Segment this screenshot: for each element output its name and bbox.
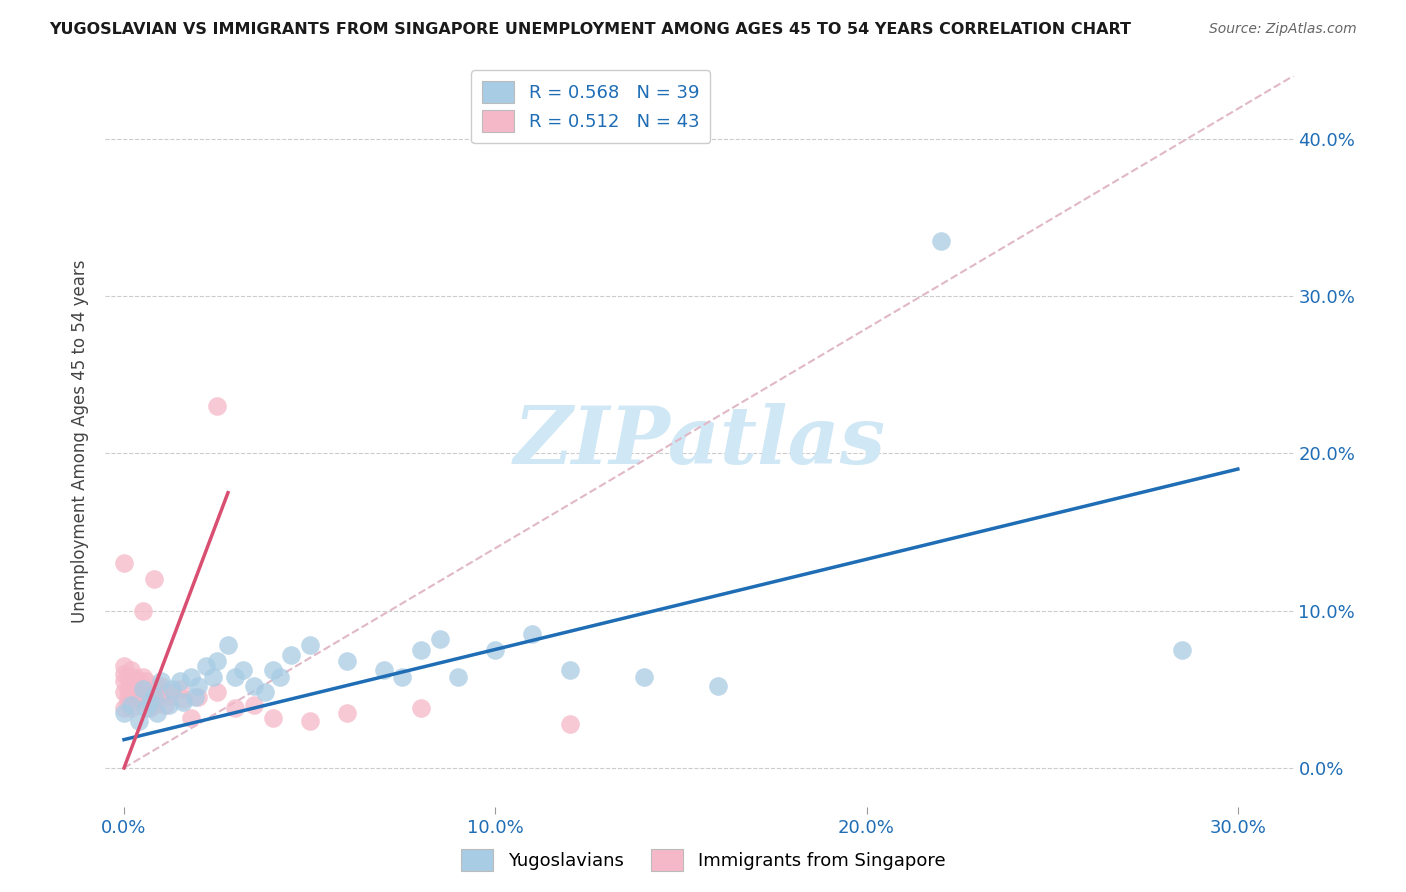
Point: [262, 664, 284, 678]
Point: [131, 682, 153, 697]
Point: [120, 698, 142, 712]
Point: [522, 627, 544, 641]
Point: [280, 648, 302, 662]
Point: [232, 664, 254, 678]
Point: [120, 679, 142, 693]
Point: [262, 710, 284, 724]
Point: [205, 654, 228, 668]
Point: [172, 691, 194, 706]
Point: [128, 714, 150, 728]
Point: [146, 706, 169, 720]
Point: [142, 689, 165, 703]
Point: [183, 690, 205, 705]
Point: [117, 670, 139, 684]
Point: [131, 670, 153, 684]
Point: [112, 685, 135, 699]
Y-axis label: Unemployment Among Ages 45 to 54 years: Unemployment Among Ages 45 to 54 years: [72, 260, 90, 624]
Point: [429, 632, 451, 646]
Point: [150, 674, 173, 689]
Point: [150, 679, 173, 693]
Point: [558, 717, 581, 731]
Point: [139, 695, 162, 709]
Point: [124, 685, 146, 699]
Legend: Yugoslavians, Immigrants from Singapore: Yugoslavians, Immigrants from Singapore: [454, 842, 952, 879]
Point: [447, 670, 470, 684]
Text: Source: ZipAtlas.com: Source: ZipAtlas.com: [1209, 22, 1357, 37]
Point: [157, 689, 180, 703]
Point: [117, 695, 139, 709]
Point: [707, 679, 730, 693]
Point: [146, 679, 169, 693]
Point: [373, 664, 395, 678]
Point: [269, 670, 291, 684]
Point: [112, 701, 135, 715]
Point: [558, 664, 581, 678]
Point: [112, 666, 135, 681]
Point: [150, 689, 173, 703]
Point: [142, 682, 165, 697]
Text: ZIPatlas: ZIPatlas: [513, 403, 886, 480]
Point: [120, 664, 142, 678]
Point: [112, 557, 135, 571]
Point: [929, 234, 952, 248]
Point: [180, 710, 202, 724]
Point: [135, 690, 157, 705]
Point: [205, 399, 228, 413]
Point: [131, 604, 153, 618]
Point: [217, 638, 239, 652]
Point: [336, 706, 359, 720]
Point: [142, 572, 165, 586]
Point: [135, 674, 157, 689]
Point: [139, 701, 162, 715]
Point: [409, 701, 432, 715]
Point: [205, 685, 228, 699]
Point: [254, 685, 277, 699]
Point: [224, 670, 246, 684]
Point: [120, 701, 142, 715]
Legend: R = 0.568   N = 39, R = 0.512   N = 43: R = 0.568 N = 39, R = 0.512 N = 43: [471, 70, 710, 143]
Point: [484, 643, 506, 657]
Point: [162, 682, 184, 697]
Point: [142, 698, 165, 712]
Point: [146, 690, 169, 705]
Point: [336, 654, 359, 668]
Point: [157, 698, 180, 712]
Point: [298, 638, 321, 652]
Point: [124, 670, 146, 684]
Point: [112, 706, 135, 720]
Point: [172, 695, 194, 709]
Point: [187, 690, 209, 705]
Point: [243, 679, 266, 693]
Point: [633, 670, 655, 684]
Point: [135, 701, 157, 715]
Point: [1171, 643, 1194, 657]
Point: [391, 670, 413, 684]
Point: [128, 674, 150, 689]
Point: [202, 670, 225, 684]
Point: [131, 695, 153, 709]
Point: [243, 698, 266, 712]
Point: [128, 691, 150, 706]
Point: [187, 679, 209, 693]
Point: [162, 685, 184, 699]
Point: [298, 714, 321, 728]
Point: [112, 658, 135, 673]
Point: [117, 690, 139, 705]
Point: [224, 701, 246, 715]
Point: [117, 682, 139, 697]
Point: [139, 685, 162, 699]
Point: [153, 698, 176, 712]
Point: [169, 682, 191, 697]
Text: YUGOSLAVIAN VS IMMIGRANTS FROM SINGAPORE UNEMPLOYMENT AMONG AGES 45 TO 54 YEARS : YUGOSLAVIAN VS IMMIGRANTS FROM SINGAPORE…: [49, 22, 1132, 37]
Point: [409, 643, 432, 657]
Point: [180, 670, 202, 684]
Point: [112, 674, 135, 689]
Point: [169, 674, 191, 689]
Point: [194, 658, 217, 673]
